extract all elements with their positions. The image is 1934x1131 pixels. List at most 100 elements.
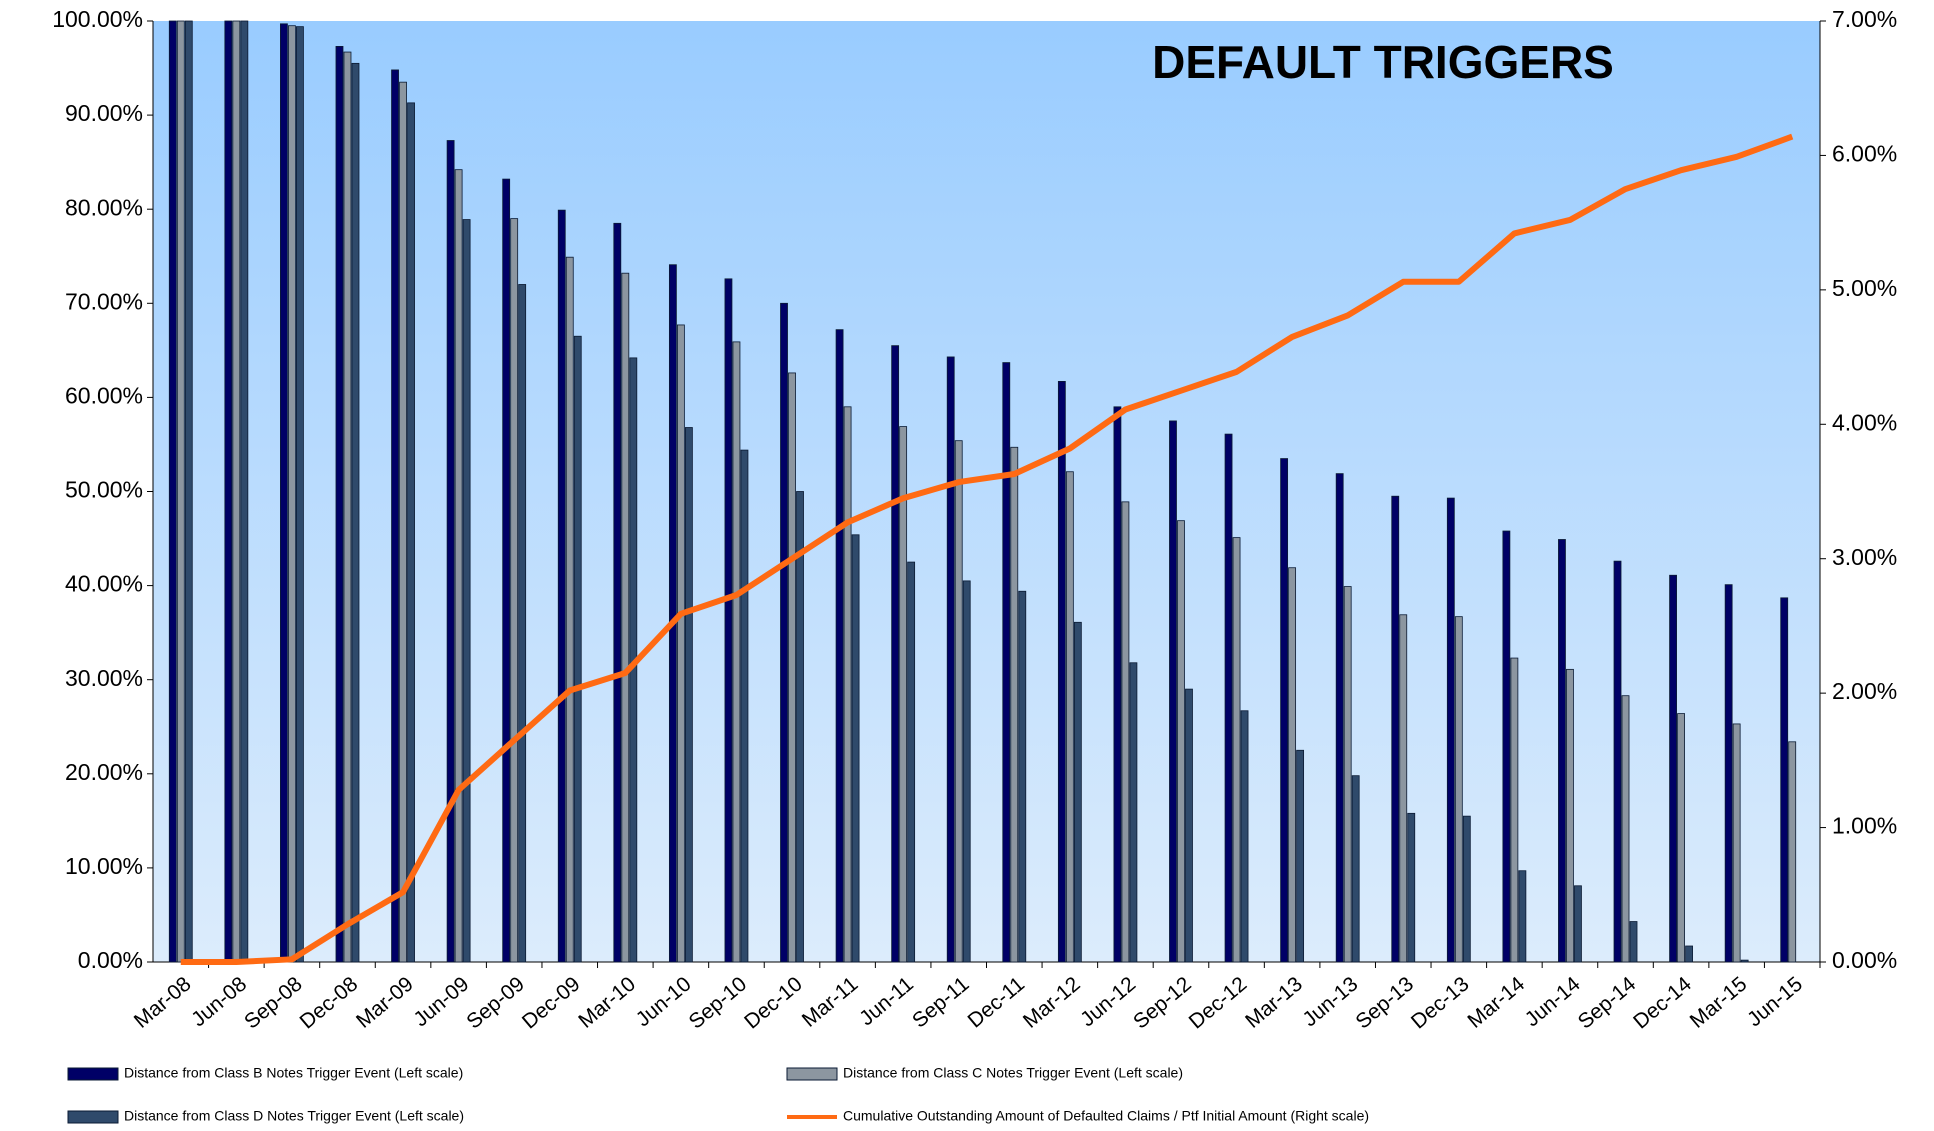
- bar: [954, 440, 963, 963]
- x-tick-label: Sep-13: [1351, 972, 1418, 1033]
- bar: [1018, 590, 1027, 963]
- bar: [946, 356, 955, 963]
- bar: [296, 26, 304, 963]
- x-tick-label: Jun-13: [1298, 972, 1362, 1031]
- x-tick-label: Sep-08: [240, 972, 307, 1033]
- bar: [280, 23, 288, 963]
- bar: [224, 20, 233, 963]
- bar: [399, 81, 407, 963]
- bar: [899, 426, 908, 963]
- legend-marker: [67, 1110, 119, 1124]
- bar: [1446, 497, 1455, 963]
- y-tick-label: 60.00%: [65, 382, 143, 408]
- bar: [1407, 812, 1416, 963]
- bar: [1510, 657, 1519, 963]
- bar: [288, 25, 296, 963]
- y2-tick-label: 0.00%: [1832, 947, 1897, 973]
- x-tick-label: Mar-09: [352, 972, 418, 1032]
- bar: [780, 302, 788, 963]
- bar: [1010, 446, 1019, 963]
- line-series: [180, 133, 1794, 965]
- y-tick-label: 50.00%: [65, 477, 143, 503]
- bar: [668, 264, 677, 963]
- bar: [1677, 713, 1685, 963]
- bar: [1002, 362, 1011, 963]
- bar: [407, 102, 415, 963]
- bar: [1732, 723, 1741, 963]
- bar: [1399, 614, 1408, 963]
- bar: [907, 561, 916, 963]
- bar: [176, 20, 185, 963]
- x-tick-label: Mar-13: [1241, 972, 1307, 1032]
- x-tick-label: Sep-11: [908, 972, 973, 1032]
- y2-tick-label: 6.00%: [1832, 141, 1897, 167]
- bar: [843, 406, 852, 963]
- bar: [1065, 471, 1074, 963]
- y-tick-label: 20.00%: [65, 759, 143, 785]
- bar: [518, 284, 527, 963]
- bar: [343, 51, 352, 963]
- bar: [462, 219, 471, 963]
- y-tick-label: 30.00%: [65, 665, 143, 691]
- bar: [740, 449, 749, 963]
- y-tick-label: 100.00%: [52, 6, 143, 32]
- x-tick-label: Dec-12: [1185, 972, 1252, 1033]
- bar: [168, 20, 177, 963]
- bar: [1685, 945, 1693, 963]
- bar: [232, 20, 241, 963]
- x-tick-label: Dec-08: [296, 972, 363, 1033]
- y-tick-label: 90.00%: [65, 100, 143, 126]
- bar: [1343, 586, 1352, 963]
- bar: [1621, 695, 1630, 963]
- x-tick-label: Sep-14: [1574, 972, 1641, 1033]
- bar: [851, 534, 860, 963]
- bar: [684, 427, 693, 963]
- x-tick-label: Jun-09: [409, 972, 473, 1031]
- bar: [1185, 688, 1193, 963]
- bar: [1740, 959, 1749, 963]
- bar: [565, 256, 574, 963]
- x-tick-label: Jun-10: [632, 972, 696, 1031]
- bar: [1057, 381, 1066, 963]
- y2-tick-label: 2.00%: [1832, 678, 1897, 704]
- bar: [446, 140, 455, 963]
- x-tick-label: Sep-09: [462, 972, 529, 1033]
- y2-tick-label: 4.00%: [1832, 409, 1897, 435]
- x-tick-label: Mar-14: [1463, 972, 1529, 1033]
- bar: [1502, 530, 1511, 963]
- bar: [1724, 584, 1733, 963]
- bar: [1558, 539, 1566, 963]
- bar: [1454, 616, 1463, 963]
- y-tick-label: 0.00%: [78, 947, 143, 973]
- bar: [1224, 433, 1233, 963]
- bar: [1574, 885, 1582, 963]
- bar: [1335, 473, 1344, 963]
- bar: [454, 169, 463, 963]
- bar: [391, 69, 399, 963]
- bar: [1780, 597, 1789, 963]
- bar: [613, 222, 622, 963]
- bar: [962, 580, 971, 963]
- y-tick-label: 40.00%: [65, 571, 143, 597]
- y-tick-label: 80.00%: [65, 194, 143, 220]
- bar: [676, 324, 685, 963]
- x-tick-label: Dec-09: [518, 972, 585, 1033]
- bar: [1121, 501, 1130, 963]
- chart-title: DEFAULT TRIGGERS: [1152, 36, 1614, 88]
- bar: [1391, 495, 1400, 963]
- bar: [557, 209, 566, 963]
- bar: [891, 345, 900, 963]
- y2-tick-label: 7.00%: [1832, 6, 1897, 32]
- bar: [1669, 574, 1677, 963]
- bar: [1351, 775, 1360, 963]
- x-tick-label: Jun-15: [1743, 972, 1807, 1031]
- y-tick-label: 10.00%: [65, 853, 143, 879]
- bar: [1629, 921, 1638, 963]
- legend-label: Cumulative Outstanding Amount of Default…: [843, 1108, 1369, 1124]
- bar: [732, 341, 741, 963]
- bar: [788, 372, 796, 963]
- bar: [835, 329, 844, 963]
- bar: [1240, 710, 1249, 963]
- legend-label: Distance from Class B Notes Trigger Even…: [124, 1065, 463, 1081]
- bar: [335, 46, 344, 963]
